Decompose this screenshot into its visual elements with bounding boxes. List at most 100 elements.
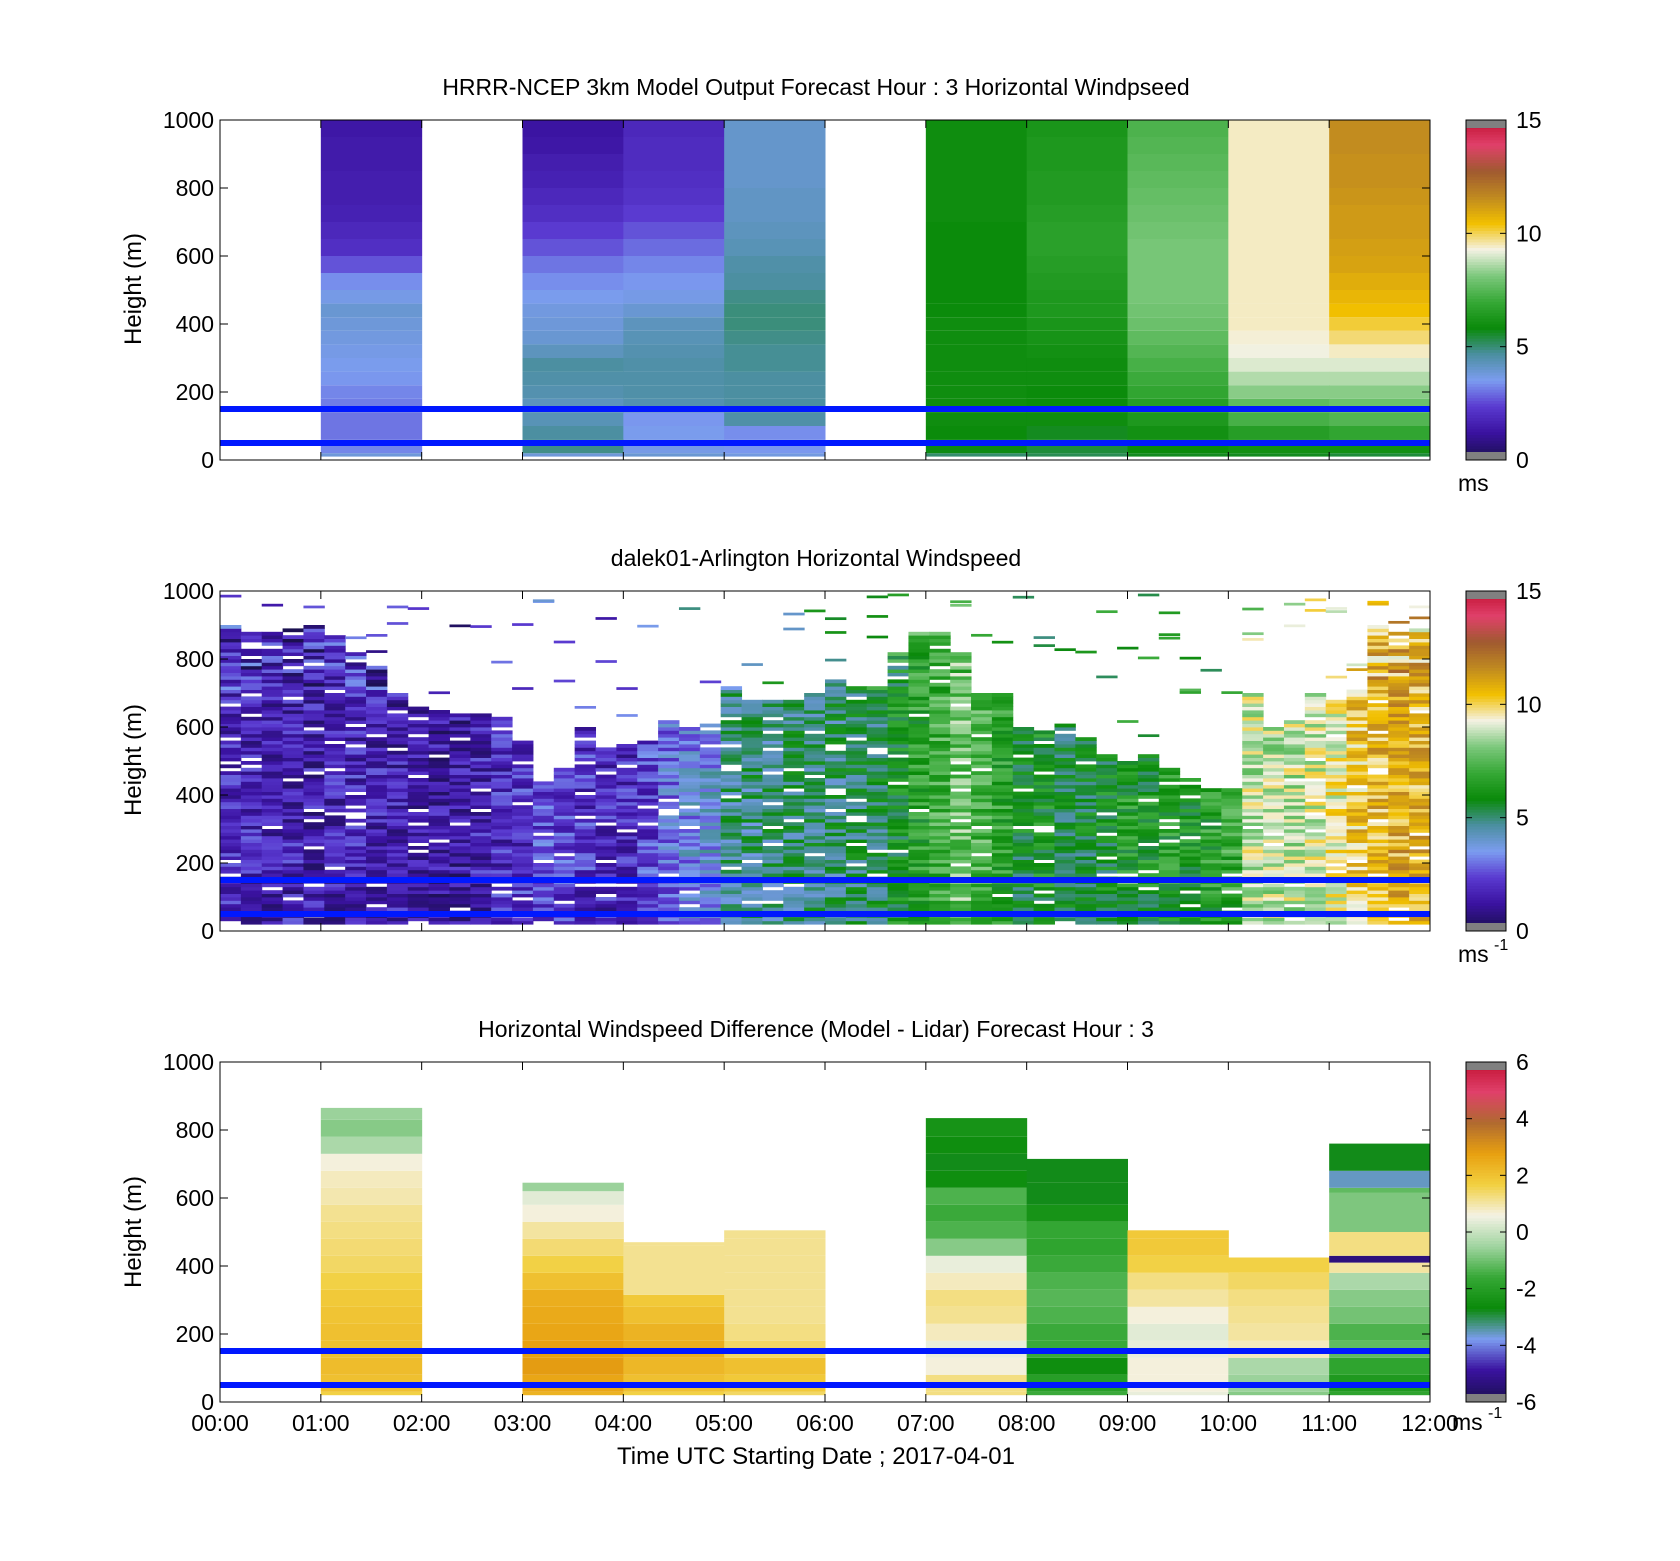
heatmap-cell <box>1329 1143 1431 1171</box>
heatmap-cell <box>407 812 430 816</box>
heatmap-cell <box>320 344 423 358</box>
heatmap-cell <box>324 856 346 860</box>
heatmap-cell <box>1388 795 1410 799</box>
colorbar-segment <box>1466 1209 1506 1213</box>
heatmap-cell <box>491 737 513 741</box>
heatmap-cell <box>324 696 346 701</box>
heatmap-cell <box>658 839 680 843</box>
heatmap-cell <box>762 805 784 809</box>
heatmap-cell <box>866 595 889 599</box>
heatmap-cell <box>1200 815 1222 820</box>
colorbar-segment <box>1466 911 1506 915</box>
heatmap-cell <box>720 829 743 833</box>
heatmap-cell <box>950 744 972 748</box>
heatmap-cell <box>1409 628 1431 633</box>
colorbar-segment <box>1466 710 1506 714</box>
heatmap-cell <box>1127 273 1229 290</box>
heatmap-cell <box>1388 720 1410 724</box>
heatmap-cell <box>804 696 826 701</box>
heatmap-cell <box>303 781 325 786</box>
heatmap-cell <box>971 798 993 803</box>
heatmap-cell <box>658 791 680 796</box>
heatmap-cell <box>950 696 972 701</box>
colorbar-segment <box>1466 1237 1506 1241</box>
heatmap-cell <box>783 795 805 799</box>
colorbar-segment <box>1466 406 1506 410</box>
heatmap-cell <box>1127 358 1229 372</box>
heatmap-cell <box>950 869 972 874</box>
heatmap-cell <box>407 607 430 610</box>
heatmap-cell <box>282 720 304 724</box>
heatmap-cell <box>220 805 242 809</box>
heatmap-cell <box>553 640 576 644</box>
colorbar-segment <box>1466 857 1506 861</box>
heatmap-cell <box>699 754 722 758</box>
heatmap-cell <box>1033 852 1055 857</box>
heatmap-cell <box>595 798 617 803</box>
heatmap-cell <box>1304 859 1327 864</box>
heatmap-cell <box>1388 669 1410 673</box>
heatmap-cell <box>522 188 624 205</box>
colorbar-segment <box>1466 1138 1506 1142</box>
heatmap-cell <box>386 720 409 724</box>
heatmap-cell <box>303 754 325 758</box>
heatmap-cell <box>595 917 617 922</box>
colorbar-segment <box>1466 905 1506 909</box>
heatmap-cell <box>1221 829 1243 833</box>
colorbar-segment <box>1466 1096 1506 1100</box>
heatmap-cell <box>386 869 409 874</box>
heatmap-cell <box>1283 774 1306 779</box>
heatmap-cell <box>1329 330 1431 345</box>
heatmap-cell <box>1033 761 1055 765</box>
heatmap-cell <box>699 829 722 833</box>
heatmap-cell <box>720 754 743 758</box>
heatmap-cell <box>1075 740 1097 745</box>
heatmap-cell <box>908 682 930 687</box>
heatmap-cell <box>1117 761 1139 765</box>
heatmap-cell <box>1221 788 1243 792</box>
heatmap-cell <box>470 771 492 775</box>
heatmap-cell <box>1137 920 1160 925</box>
heatmap-cell <box>428 900 450 905</box>
heatmap-cell <box>491 764 513 769</box>
heatmap-cell <box>1367 859 1389 864</box>
heatmap-cell <box>741 720 763 724</box>
difference-panel: Horizontal Windspeed Difference (Model -… <box>120 1016 1537 1470</box>
colorbar-segment <box>1466 182 1506 186</box>
heatmap-cell <box>1127 453 1229 457</box>
heatmap-cell <box>1200 920 1222 925</box>
heatmap-cell <box>991 801 1014 806</box>
heatmap-cell <box>1304 866 1327 871</box>
heatmap-cell <box>303 920 325 925</box>
heatmap-cell <box>366 744 388 748</box>
heatmap-cell <box>1263 856 1285 860</box>
heatmap-cell <box>1388 645 1410 650</box>
heatmap-cell <box>407 805 430 809</box>
heatmap-cell <box>637 920 659 925</box>
heatmap-cell <box>553 859 576 864</box>
y-tick-label: 0 <box>201 447 214 473</box>
heatmap-cell <box>522 222 624 239</box>
heatmap-cell <box>1325 818 1348 823</box>
heatmap-cell <box>407 893 430 898</box>
colorbar-segment <box>1466 1076 1506 1080</box>
heatmap-cell <box>971 771 993 775</box>
heatmap-cell <box>866 835 889 840</box>
heatmap-cell <box>929 648 951 653</box>
heatmap-cell <box>303 757 325 762</box>
heatmap-cell <box>991 900 1014 905</box>
heatmap-cell <box>623 426 725 440</box>
heatmap-cell <box>1283 907 1306 911</box>
colorbar-segment <box>1466 196 1506 200</box>
heatmap-cell <box>1054 795 1076 799</box>
heatmap-cell <box>741 767 763 772</box>
heatmap-cell <box>1263 747 1285 752</box>
heatmap-cell <box>616 808 638 813</box>
heatmap-cell <box>428 917 450 922</box>
heatmap-cell <box>240 750 263 755</box>
heatmap-cell <box>929 669 951 673</box>
heatmap-cell <box>908 689 930 694</box>
heatmap-cell <box>887 795 909 799</box>
heatmap-cell <box>1304 863 1327 867</box>
heatmap-cell <box>1242 890 1264 894</box>
